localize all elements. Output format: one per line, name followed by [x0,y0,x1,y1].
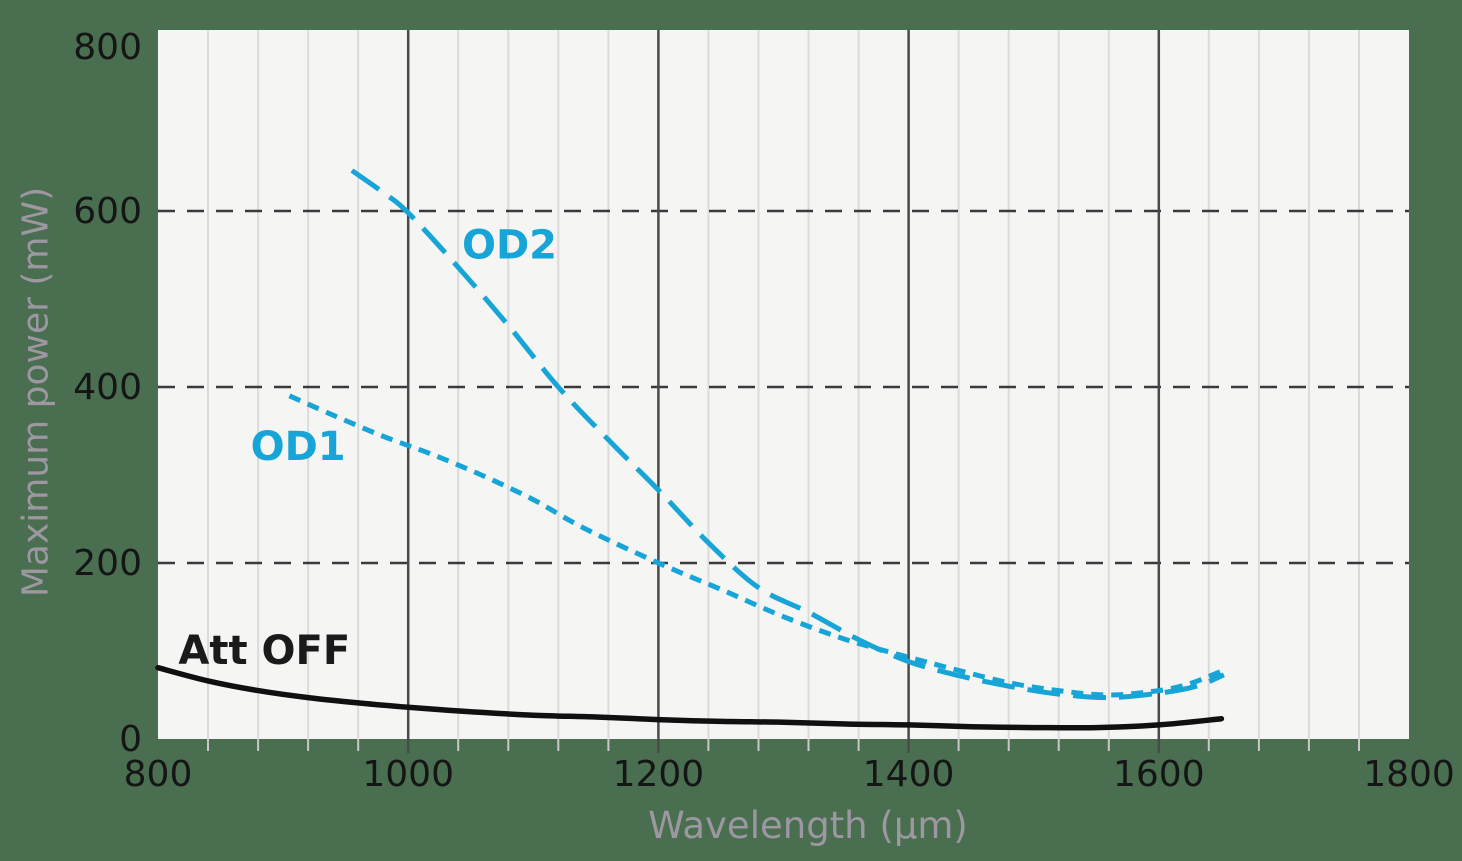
series-line-att-off [155,664,1225,731]
y-tick-label: 0 [119,719,142,760]
y-tick-label: 800 [73,27,142,68]
y-tick-label: 400 [73,367,142,408]
y-axis-title: Maximum power (mW) [15,186,57,598]
series-label-od2: OD2 [462,222,557,268]
x-tick-label: 1200 [613,754,705,795]
series-label-att-off: Att OFF [178,628,350,674]
series-label-od1: OD1 [251,424,346,470]
y-tick-label: 200 [73,543,142,584]
x-tick-label: 1000 [362,754,454,795]
x-tick-label: 800 [124,754,193,795]
plot-area [158,30,1409,739]
x-axis-title: Wavelength (µm) [648,804,968,847]
x-tick-label: 1400 [863,754,955,795]
y-tick-label: 600 [73,191,142,232]
series-line-od2 [350,168,1225,701]
x-tick-label: 1600 [1113,754,1205,795]
x-tick-label: 1800 [1363,754,1455,795]
series-line-od1 [288,393,1223,698]
